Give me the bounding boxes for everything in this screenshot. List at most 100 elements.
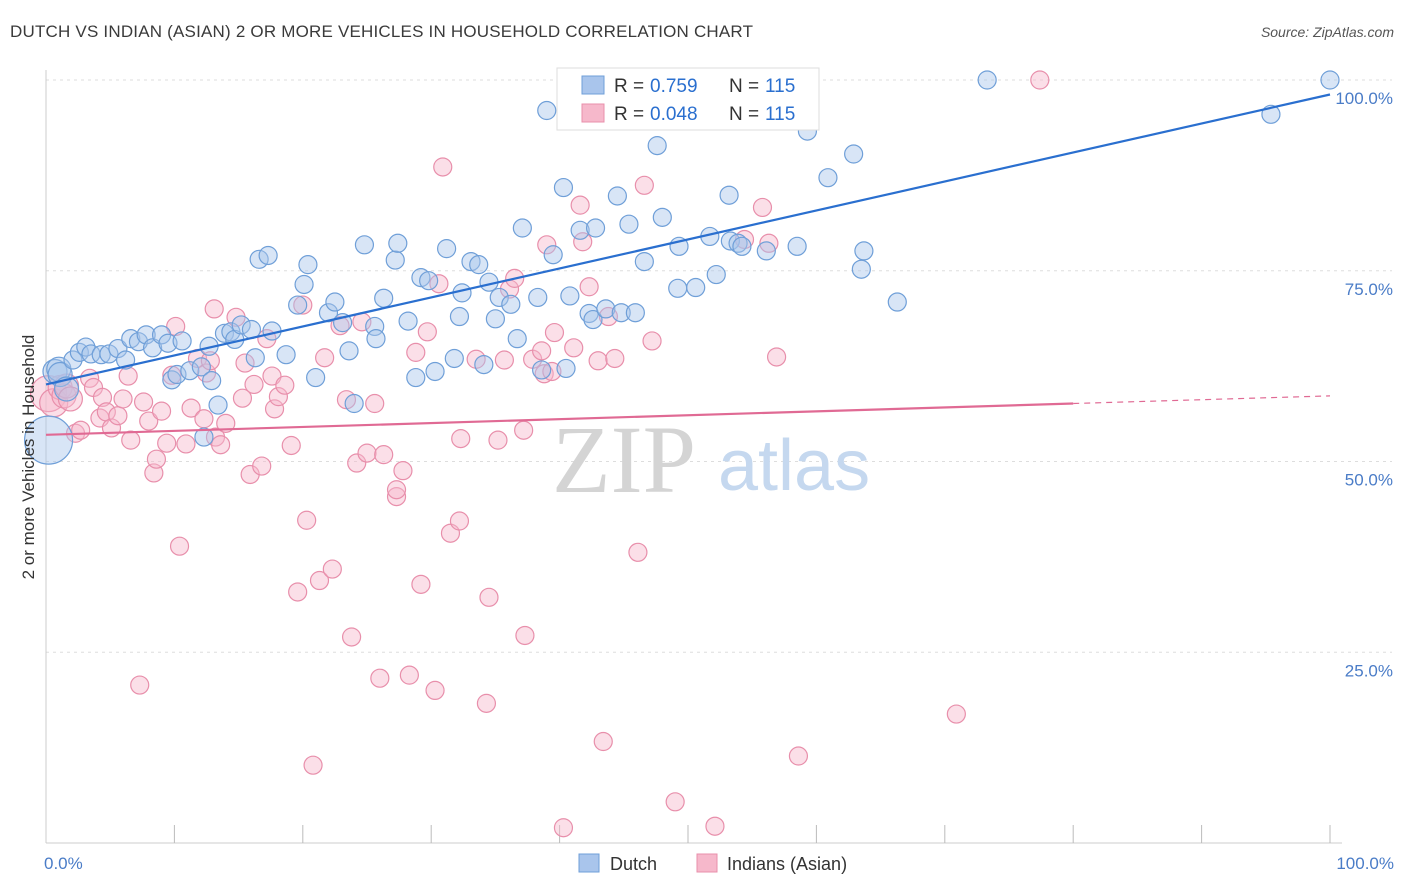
indian-point: [433, 157, 453, 177]
indian-point: [330, 316, 350, 336]
dutch-point: [647, 136, 667, 156]
indian-point: [365, 393, 385, 414]
dutch-point: [489, 287, 509, 308]
dutch-point: [294, 274, 314, 295]
dutch-point: [91, 345, 111, 365]
dutch-point: [23, 415, 74, 465]
dutch-point: [99, 344, 119, 364]
indian-point: [579, 277, 599, 297]
indian-point: [309, 570, 330, 591]
indian-point: [303, 755, 323, 775]
dutch-point: [556, 358, 576, 379]
indian-point: [788, 746, 809, 766]
x-axis-ticks: [173, 825, 1331, 843]
y-tick-label: 25.0%: [1345, 661, 1393, 680]
dutch-point: [528, 287, 548, 308]
indian-point: [393, 461, 413, 481]
indian-point: [146, 449, 167, 469]
dutch-point: [365, 316, 385, 337]
dutch-point: [366, 329, 386, 349]
indian-point: [235, 353, 255, 373]
dutch-point: [619, 214, 639, 234]
indian-point: [169, 536, 190, 556]
dutch-point: [385, 250, 405, 270]
grid-lines: [46, 79, 1392, 653]
y-tick-labels: 25.0% 50.0% 75.0% 100.0%: [1335, 89, 1393, 680]
dutch-point: [449, 306, 470, 327]
indian-point: [593, 731, 613, 752]
dutch-point: [172, 331, 192, 351]
y-tick-label: 100.0%: [1335, 89, 1393, 108]
dutch-point: [543, 245, 563, 265]
stats-legend: R = 0.759 N = 115 R = 0.048 N = 115: [556, 67, 820, 131]
dutch-point: [818, 168, 838, 188]
indian-point: [275, 375, 295, 395]
indian-point: [288, 582, 308, 602]
dutch-point: [469, 255, 489, 275]
indian-point: [605, 348, 625, 369]
indian-n-label: N =: [729, 104, 759, 125]
indian-point: [357, 443, 377, 463]
indian-point: [411, 574, 431, 594]
indian-r-value: 0.048: [650, 104, 698, 125]
indian-point: [252, 456, 272, 476]
indian-point: [176, 434, 196, 454]
dutch-point: [583, 309, 603, 330]
dutch-point: [162, 370, 182, 390]
indian-trend-extension: [1073, 395, 1331, 405]
indian-n-value: 115: [765, 104, 795, 125]
indian-point: [386, 480, 407, 500]
indian-point: [544, 322, 565, 343]
indian-point: [216, 413, 236, 433]
dutch-point: [625, 303, 645, 323]
indian-point: [752, 197, 773, 218]
indian-point: [451, 429, 471, 449]
dutch-point: [854, 241, 874, 261]
dutch-point: [231, 315, 251, 335]
dutch-point: [128, 332, 149, 352]
dutch-trend-line: [45, 93, 1331, 386]
indian-point: [232, 388, 253, 408]
dutch-point: [787, 236, 807, 256]
dutch-point: [245, 348, 265, 368]
series-legend: Dutch Indians (Asian): [578, 853, 847, 874]
indian-point: [151, 401, 172, 421]
indian-point: [598, 306, 618, 327]
dutch-point: [208, 395, 228, 415]
indian-series: [29, 70, 1050, 838]
dutch-point: [258, 245, 278, 266]
dutch-point: [180, 361, 200, 381]
dutch-r-value: 0.759: [650, 76, 698, 97]
dutch-point: [411, 268, 431, 288]
dutch-point: [63, 350, 83, 370]
indian-point: [515, 625, 535, 646]
dutch-point: [652, 207, 672, 227]
dutch-point: [532, 360, 552, 380]
indian-legend-label: Indians (Asian): [727, 854, 847, 874]
indian-point: [194, 409, 214, 429]
dutch-point: [202, 371, 222, 391]
dutch-point: [344, 393, 364, 414]
dutch-point: [167, 364, 187, 385]
dutch-point: [706, 264, 726, 285]
dutch-point: [732, 236, 752, 256]
indian-point: [341, 627, 362, 647]
dutch-point: [560, 286, 580, 306]
dutch-point: [668, 278, 688, 298]
dutch-point: [611, 303, 631, 323]
indian-point: [946, 704, 966, 724]
indian-point: [417, 322, 437, 342]
dutch-point: [194, 427, 214, 447]
dutch-n-label: N =: [729, 76, 759, 97]
indian-point: [108, 406, 128, 426]
indian-point: [162, 365, 182, 385]
indian-point: [211, 435, 231, 455]
indian-point: [374, 445, 394, 465]
dutch-point: [1320, 70, 1340, 90]
indian-point: [281, 435, 301, 456]
dutch-point: [298, 255, 318, 275]
indian-point: [92, 387, 113, 408]
dutch-point: [406, 367, 426, 388]
dutch-point: [844, 144, 864, 164]
